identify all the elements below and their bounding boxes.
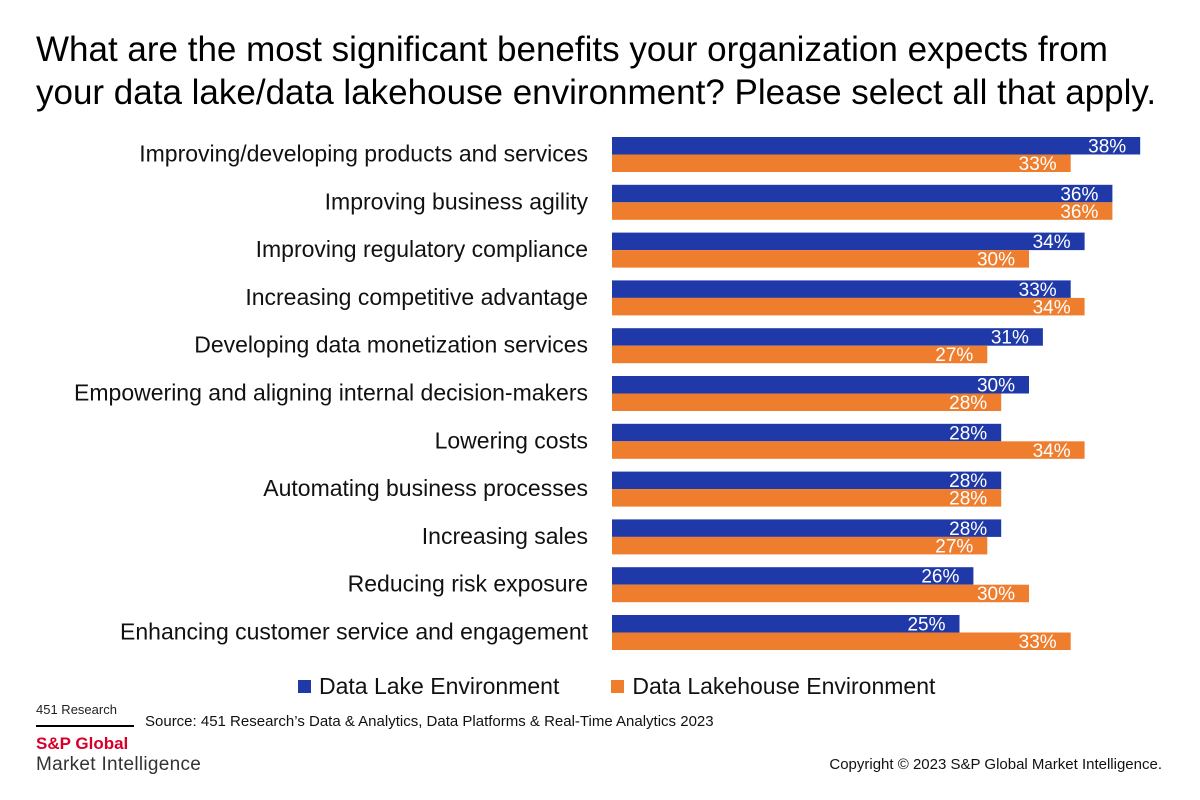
value-label-data-lake-environment-improving-business-agility: 36% bbox=[1060, 184, 1098, 205]
bar-data-lake-environment-empowering-and-aligning-internal-decision-makers bbox=[612, 376, 1029, 394]
bar-data-lake-environment-improving-developing-products-and-services bbox=[612, 137, 1141, 155]
bar-data-lakehouse-environment-lowering-costs bbox=[612, 441, 1085, 459]
bar-data-lakehouse-environment-reducing-risk-exposure bbox=[612, 584, 1029, 603]
bar-data-lakehouse-environment-increasing-sales bbox=[612, 536, 988, 555]
source-note: Source: 451 Research’s Data & Analytics,… bbox=[145, 713, 714, 730]
value-label-data-lake-environment-increasing-sales: 28% bbox=[949, 519, 987, 540]
value-label-data-lakehouse-environment-empowering-and-aligning-internal-decision-makers: 28% bbox=[949, 393, 987, 414]
value-label-data-lakehouse-environment-improving-regulatory-compliance: 30% bbox=[977, 250, 1015, 271]
legend-item-data-lake: Data Lake Environment bbox=[298, 673, 559, 700]
value-label-data-lake-environment-enhancing-customer-service-and-engagement: 25% bbox=[907, 615, 945, 636]
category-label-increasing-competitive-advantage: Increasing competitive advantage bbox=[245, 284, 588, 310]
category-label-empowering-and-aligning-internal-decision-makers: Empowering and aligning internal decisio… bbox=[74, 380, 588, 406]
category-label-increasing-sales: Increasing sales bbox=[422, 523, 588, 549]
legend-item-data-lakehouse: Data Lakehouse Environment bbox=[611, 673, 935, 700]
brand-sp-global-logo: S&P Global bbox=[36, 734, 129, 753]
brand-451-research: 451 Research bbox=[36, 702, 117, 717]
value-label-data-lakehouse-environment-enhancing-customer-service-and-engagement: 33% bbox=[1019, 632, 1057, 653]
value-label-data-lake-environment-developing-data-monetization-services: 31% bbox=[991, 328, 1029, 349]
bar-data-lake-environment-lowering-costs bbox=[612, 423, 1002, 442]
category-label-improving-regulatory-compliance: Improving regulatory compliance bbox=[256, 236, 588, 262]
bar-data-lakehouse-environment-enhancing-customer-service-and-engagement bbox=[612, 632, 1071, 650]
legend-label-data-lake: Data Lake Environment bbox=[319, 673, 560, 699]
value-label-data-lake-environment-reducing-risk-exposure: 26% bbox=[921, 567, 959, 588]
bar-data-lake-environment-developing-data-monetization-services bbox=[612, 328, 1043, 346]
legend-label-data-lakehouse: Data Lakehouse Environment bbox=[632, 673, 936, 699]
bar-data-lake-environment-increasing-competitive-advantage bbox=[612, 280, 1071, 298]
category-label-improving-developing-products-and-services: Improving/developing products and servic… bbox=[139, 141, 588, 167]
value-label-data-lakehouse-environment-lowering-costs: 34% bbox=[1033, 441, 1071, 462]
legend: Data Lake Environment Data Lakehouse Env… bbox=[298, 673, 935, 700]
bar-data-lake-environment-automating-business-processes bbox=[612, 471, 1002, 490]
value-label-data-lakehouse-environment-reducing-risk-exposure: 30% bbox=[977, 584, 1015, 605]
bar-data-lake-environment-improving-business-agility bbox=[612, 184, 1113, 203]
brand-market-intelligence: Market Intelligence bbox=[36, 754, 202, 775]
value-label-data-lake-environment-increasing-competitive-advantage: 33% bbox=[1019, 280, 1057, 301]
bar-data-lake-environment-reducing-risk-exposure bbox=[612, 567, 974, 585]
bar-data-lakehouse-environment-improving-regulatory-compliance bbox=[612, 250, 1029, 268]
category-label-lowering-costs: Lowering costs bbox=[435, 427, 588, 453]
value-label-data-lakehouse-environment-developing-data-monetization-services: 27% bbox=[935, 345, 973, 366]
category-label-enhancing-customer-service-and-engagement: Enhancing customer service and engagemen… bbox=[120, 619, 589, 645]
legend-swatch-data-lakehouse bbox=[611, 680, 625, 693]
copyright-note: Copyright © 2023 S&P Global Market Intel… bbox=[829, 756, 1162, 773]
value-label-data-lakehouse-environment-automating-business-processes: 28% bbox=[949, 489, 987, 510]
bar-data-lakehouse-environment-empowering-and-aligning-internal-decision-makers bbox=[612, 393, 1002, 411]
bar-data-lake-environment-enhancing-customer-service-and-engagement bbox=[612, 615, 960, 633]
category-label-reducing-risk-exposure: Reducing risk exposure bbox=[348, 571, 588, 597]
value-label-data-lake-environment-improving-regulatory-compliance: 34% bbox=[1033, 232, 1071, 253]
bar-data-lakehouse-environment-improving-business-agility bbox=[612, 202, 1113, 220]
category-label-improving-business-agility: Improving business agility bbox=[325, 188, 589, 214]
value-label-data-lake-environment-improving-developing-products-and-services: 38% bbox=[1088, 137, 1126, 158]
bar-data-lakehouse-environment-improving-developing-products-and-services bbox=[612, 154, 1071, 172]
bar-data-lakehouse-environment-developing-data-monetization-services bbox=[612, 345, 988, 364]
value-label-data-lake-environment-empowering-and-aligning-internal-decision-makers: 30% bbox=[977, 376, 1015, 397]
value-label-data-lake-environment-automating-business-processes: 28% bbox=[949, 471, 987, 492]
value-label-data-lakehouse-environment-increasing-competitive-advantage: 34% bbox=[1033, 297, 1071, 318]
bar-data-lakehouse-environment-automating-business-processes bbox=[612, 489, 1002, 507]
bar-data-lakehouse-environment-increasing-competitive-advantage bbox=[612, 297, 1085, 316]
bar-data-lake-environment-increasing-sales bbox=[612, 519, 1002, 537]
bar-data-lake-environment-improving-regulatory-compliance bbox=[612, 232, 1085, 251]
chart-title: What are the most significant benefits y… bbox=[36, 30, 1157, 112]
category-label-developing-data-monetization-services: Developing data monetization services bbox=[194, 332, 588, 358]
legend-swatch-data-lake bbox=[298, 680, 311, 693]
brand-divider bbox=[36, 725, 134, 727]
value-label-data-lakehouse-environment-improving-business-agility: 36% bbox=[1060, 202, 1098, 223]
category-label-automating-business-processes: Automating business processes bbox=[263, 475, 588, 501]
value-label-data-lakehouse-environment-increasing-sales: 27% bbox=[935, 536, 973, 557]
value-label-data-lakehouse-environment-improving-developing-products-and-services: 33% bbox=[1019, 154, 1057, 175]
value-label-data-lake-environment-lowering-costs: 28% bbox=[949, 423, 987, 444]
